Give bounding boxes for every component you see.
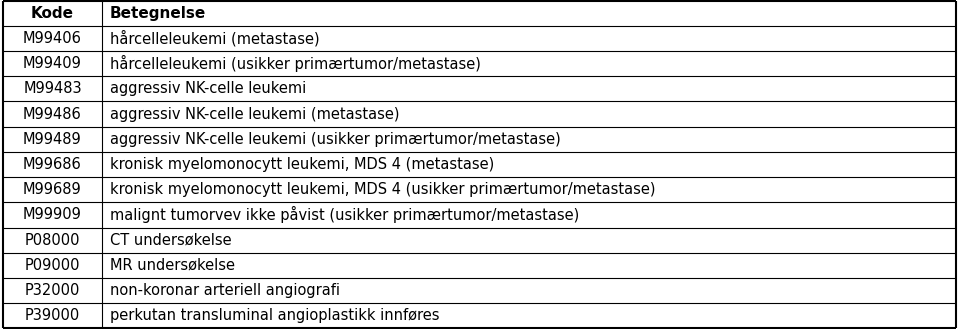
Text: malignt tumorvev ikke påvist (usikker primærtumor/metastase): malignt tumorvev ikke påvist (usikker pr…	[109, 206, 579, 223]
Text: M99689: M99689	[23, 182, 82, 197]
Text: hårcelleleukemi (metastase): hårcelleleukemi (metastase)	[109, 30, 319, 47]
Text: MR undersøkelse: MR undersøkelse	[109, 258, 235, 273]
Text: aggressiv NK-celle leukemi (metastase): aggressiv NK-celle leukemi (metastase)	[109, 107, 399, 122]
Text: Kode: Kode	[31, 6, 74, 21]
Text: CT undersøkelse: CT undersøkelse	[109, 233, 231, 248]
Text: aggressiv NK-celle leukemi: aggressiv NK-celle leukemi	[109, 81, 306, 96]
Text: M99486: M99486	[23, 107, 82, 122]
Text: P32000: P32000	[25, 283, 81, 298]
Text: aggressiv NK-celle leukemi (usikker primærtumor/metastase): aggressiv NK-celle leukemi (usikker prim…	[109, 132, 560, 147]
Text: hårcelleleukemi (usikker primærtumor/metastase): hårcelleleukemi (usikker primærtumor/met…	[109, 55, 480, 72]
Text: M99483: M99483	[23, 81, 82, 96]
Text: M99406: M99406	[23, 31, 82, 46]
Text: non-koronar arteriell angiografi: non-koronar arteriell angiografi	[109, 283, 339, 298]
Text: kronisk myelomonocytt leukemi, MDS 4 (usikker primærtumor/metastase): kronisk myelomonocytt leukemi, MDS 4 (us…	[109, 182, 655, 197]
Text: kronisk myelomonocytt leukemi, MDS 4 (metastase): kronisk myelomonocytt leukemi, MDS 4 (me…	[109, 157, 494, 172]
Text: perkutan transluminal angioplastikk innføres: perkutan transluminal angioplastikk innf…	[109, 308, 439, 323]
Text: Betegnelse: Betegnelse	[109, 6, 206, 21]
Text: P39000: P39000	[25, 308, 80, 323]
Text: M99686: M99686	[23, 157, 82, 172]
Text: P08000: P08000	[25, 233, 81, 248]
Text: M99409: M99409	[23, 56, 82, 71]
Text: M99909: M99909	[23, 207, 82, 222]
Text: M99489: M99489	[23, 132, 82, 147]
Text: P09000: P09000	[25, 258, 81, 273]
